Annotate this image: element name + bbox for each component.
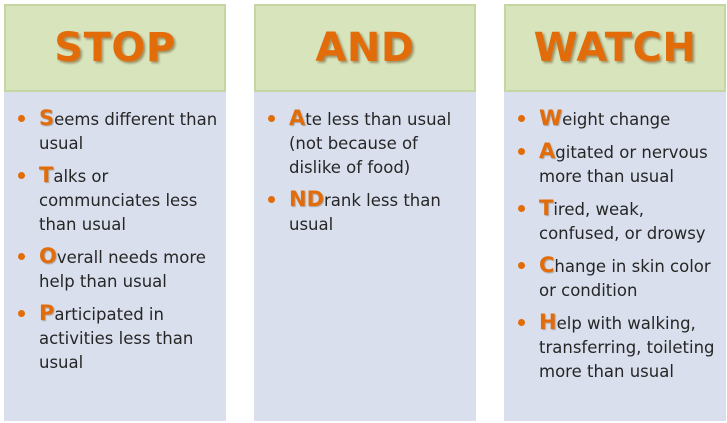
item-initial: C	[539, 253, 555, 277]
item-text: hange in skin color or condition	[539, 257, 711, 300]
item-initial: T	[39, 163, 54, 187]
item-list: Ate less than usual (not because of disl…	[268, 106, 468, 237]
bullet-dot-icon	[268, 196, 275, 203]
column-header: AND	[254, 4, 476, 92]
bullet-dot-icon	[18, 310, 25, 317]
list-item: Agitated or nervous more than usual	[518, 139, 718, 189]
item-text: rank less than usual	[289, 191, 441, 234]
column-body: Seems different than usual Talks or comm…	[4, 92, 226, 421]
item-list: Weight change Agitated or nervous more t…	[518, 106, 718, 384]
item-initial: O	[39, 244, 57, 268]
bullet-dot-icon	[518, 148, 525, 155]
item-initial: W	[539, 106, 563, 130]
item-initial: A	[539, 139, 556, 163]
list-item: Participated in activities less than usu…	[18, 301, 218, 375]
item-text: verall needs more help than usual	[39, 248, 206, 291]
item-initial: P	[39, 301, 55, 325]
list-item: Seems different than usual	[18, 106, 218, 156]
bullet-dot-icon	[18, 172, 25, 179]
bullet-dot-icon	[18, 115, 25, 122]
item-list: Seems different than usual Talks or comm…	[18, 106, 218, 375]
bullet-dot-icon	[518, 319, 525, 326]
list-item: Weight change	[518, 106, 718, 132]
item-initial: A	[289, 106, 306, 130]
item-text: articipated in activities less than usua…	[39, 305, 194, 372]
list-item: Ate less than usual (not because of disl…	[268, 106, 468, 180]
item-text: alks or communciates less than usual	[39, 167, 198, 234]
column-body: Weight change Agitated or nervous more t…	[504, 92, 726, 421]
bullet-dot-icon	[18, 253, 25, 260]
column-and: AND Ate less than usual (not because of …	[254, 4, 476, 421]
column-title: STOP	[54, 25, 176, 71]
bullet-dot-icon	[518, 115, 525, 122]
bullet-dot-icon	[518, 262, 525, 269]
item-text: te less than usual (not because of disli…	[289, 110, 452, 177]
column-body: Ate less than usual (not because of disl…	[254, 92, 476, 421]
column-watch: WATCH Weight change Agitated or nervous …	[504, 4, 726, 421]
item-initial: ND	[289, 187, 325, 211]
column-header: WATCH	[504, 4, 726, 92]
item-initial: T	[539, 196, 554, 220]
bullet-dot-icon	[268, 115, 275, 122]
bullet-dot-icon	[518, 205, 525, 212]
item-text: eems different than usual	[39, 110, 218, 153]
column-title: WATCH	[533, 25, 697, 71]
item-initial: S	[39, 106, 55, 130]
column-header: STOP	[4, 4, 226, 92]
list-item: Help with walking, transferring, toileti…	[518, 310, 718, 384]
item-text: gitated or nervous more than usual	[539, 143, 708, 186]
item-text: eight change	[562, 110, 671, 129]
column-title: AND	[315, 25, 415, 71]
item-text: ired, weak, confused, or drowsy	[539, 200, 706, 243]
column-stop: STOP Seems different than usual Talks or…	[4, 4, 226, 421]
list-item: Overall needs more help than usual	[18, 244, 218, 294]
list-item: Talks or communciates less than usual	[18, 163, 218, 237]
list-item: NDrank less than usual	[268, 187, 468, 237]
list-item: Tired, weak, confused, or drowsy	[518, 196, 718, 246]
item-text: elp with walking, transferring, toiletin…	[539, 314, 715, 381]
item-initial: H	[539, 310, 557, 334]
list-item: Change in skin color or condition	[518, 253, 718, 303]
